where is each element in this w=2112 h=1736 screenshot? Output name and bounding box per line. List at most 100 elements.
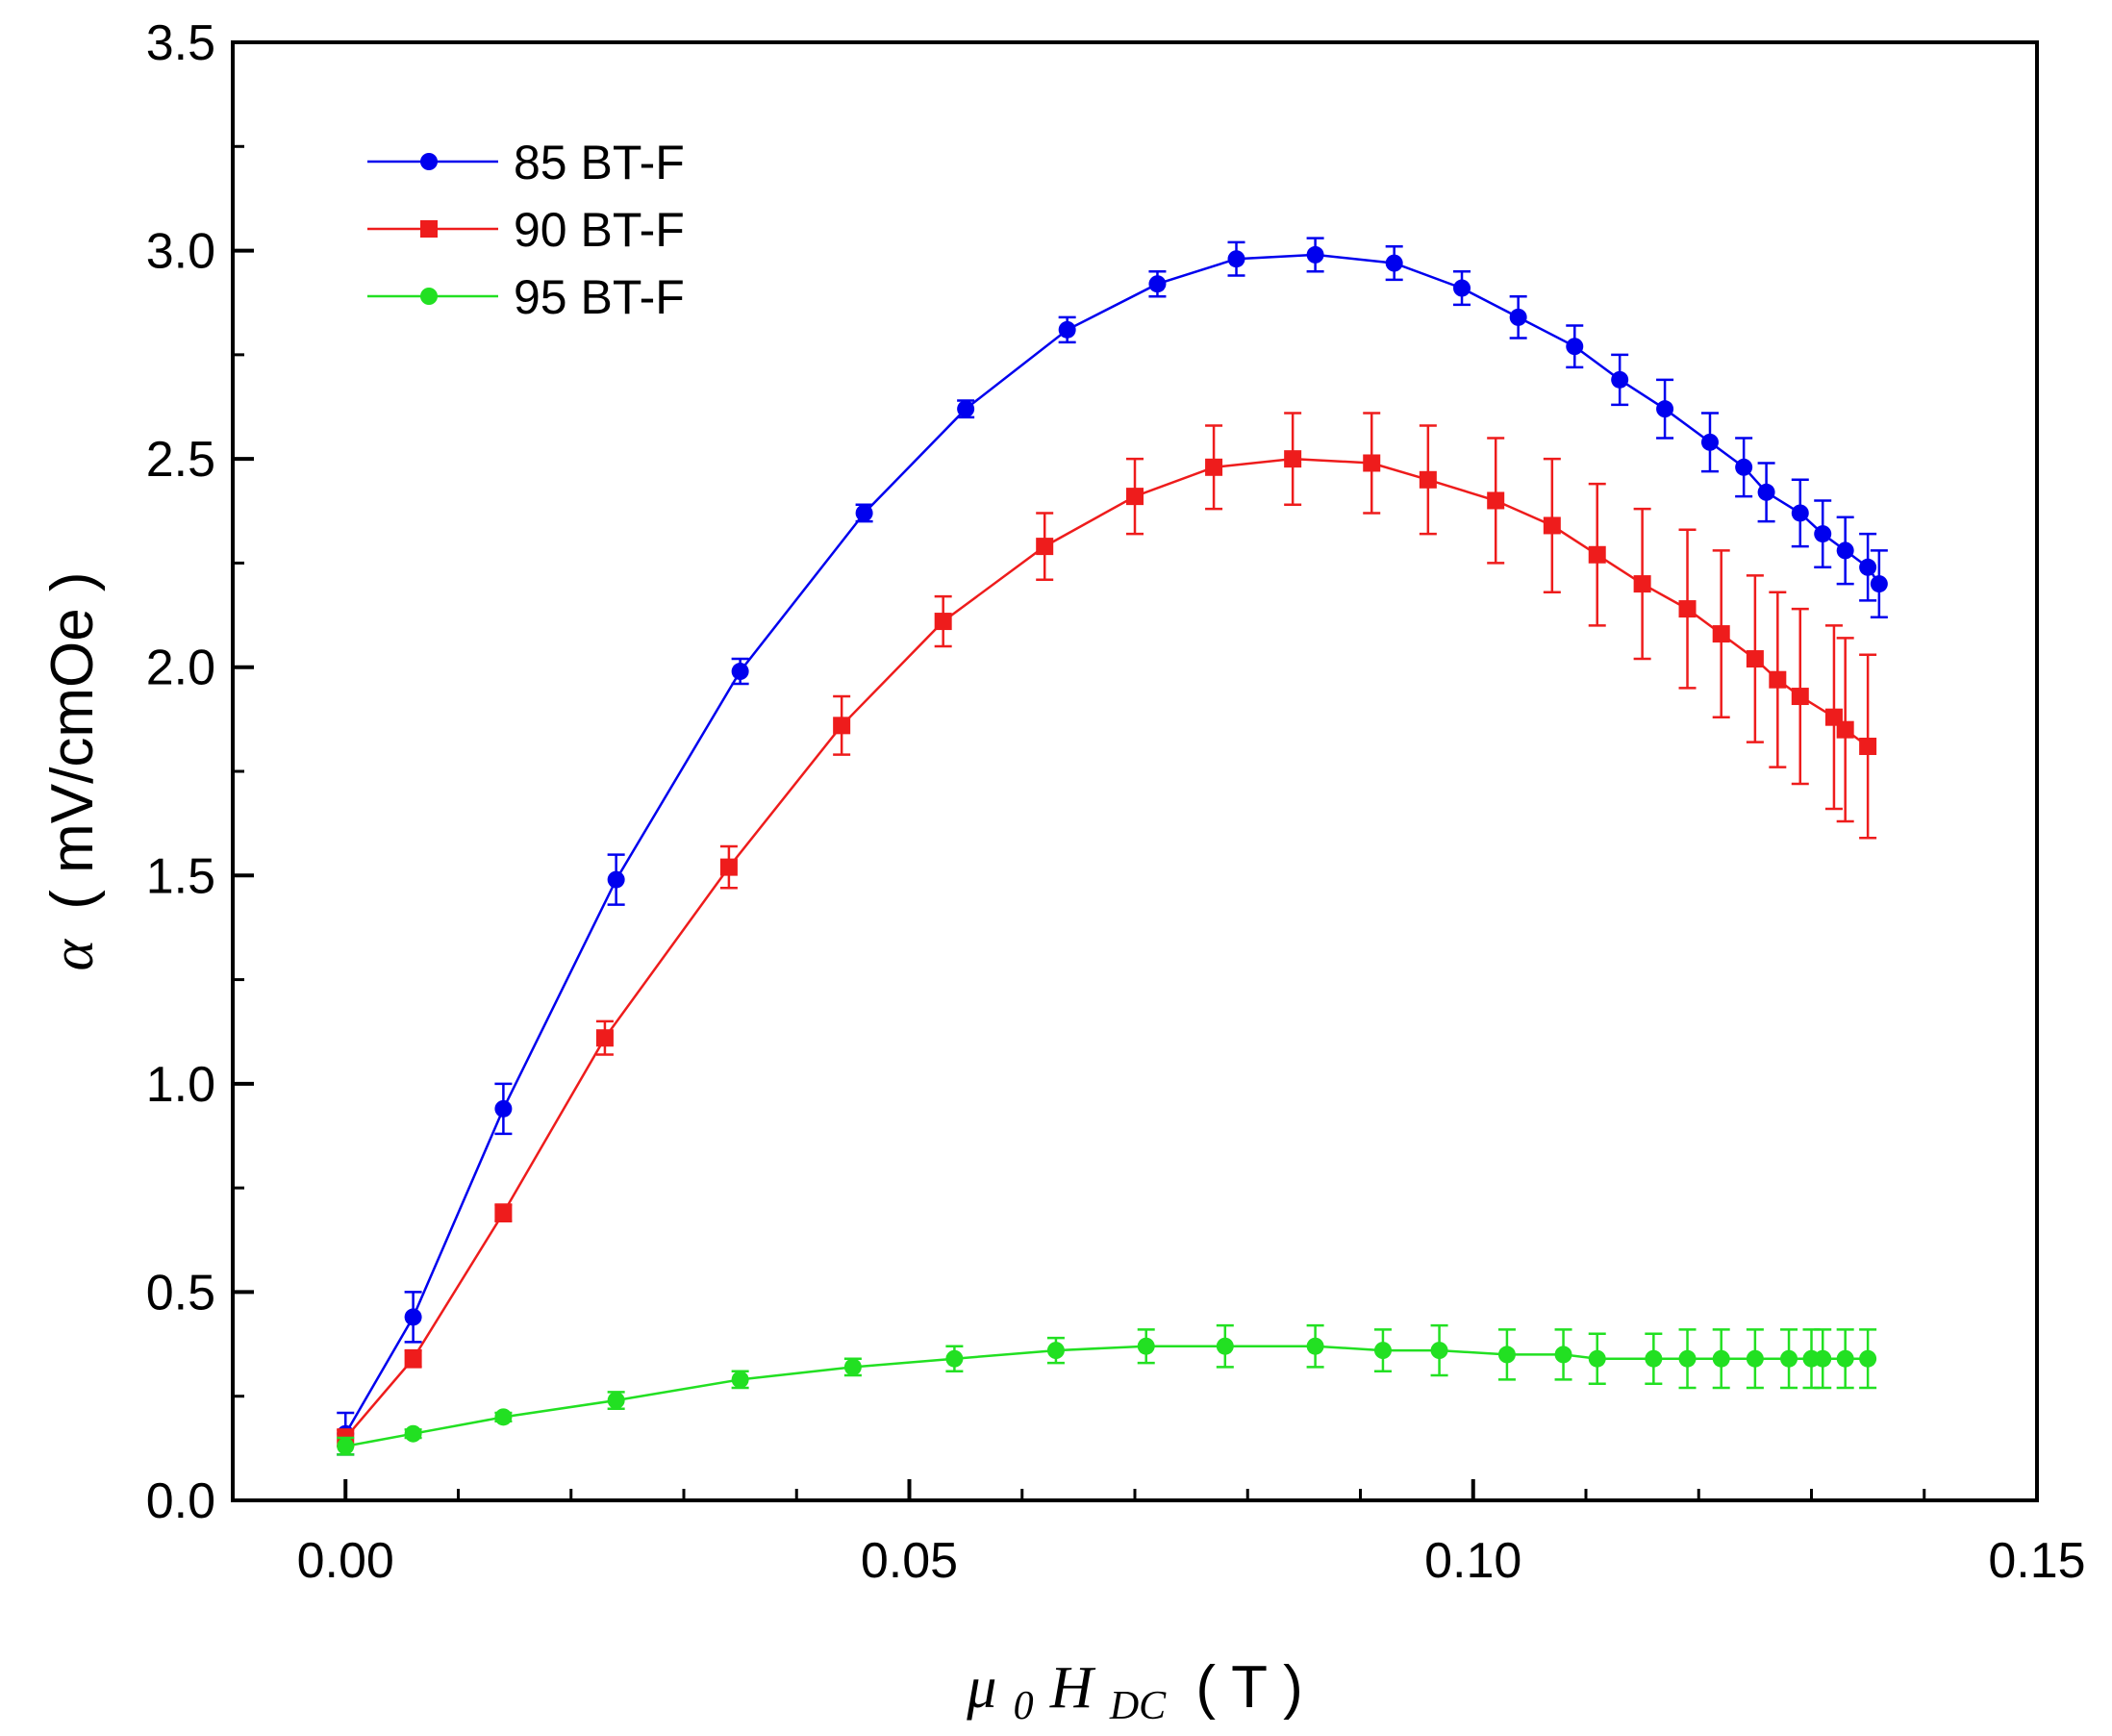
y-axis-title: α ( mV/cmOe ) — [39, 571, 106, 970]
data-point — [1870, 575, 1888, 593]
data-point — [1137, 1337, 1155, 1355]
legend-label: 95 BT-F — [514, 270, 685, 324]
y-axis-unit: ( mV/cmOe ) — [39, 571, 106, 909]
data-point — [1836, 1349, 1854, 1368]
data-point — [494, 1204, 513, 1222]
x-axis-unit: ( T ) — [1195, 1654, 1302, 1721]
data-point — [1430, 1342, 1448, 1360]
data-point — [1566, 338, 1584, 356]
data-point — [1633, 575, 1651, 593]
data-point — [1487, 491, 1505, 510]
data-point — [1385, 254, 1403, 272]
data-point — [1735, 458, 1753, 476]
data-point — [833, 717, 851, 735]
data-point — [1497, 1346, 1516, 1364]
y-tick-label: 1.5 — [146, 848, 215, 904]
data-point — [1712, 1349, 1730, 1368]
data-point — [1678, 1349, 1697, 1368]
data-point — [1126, 488, 1144, 506]
data-point — [934, 613, 952, 631]
data-point — [1836, 720, 1854, 739]
data-point — [1791, 688, 1809, 706]
data-point — [1700, 433, 1719, 451]
legend-marker — [420, 220, 438, 238]
data-point — [1306, 1337, 1324, 1355]
data-point — [1306, 245, 1324, 264]
data-point — [1227, 250, 1245, 268]
data-point — [1757, 483, 1775, 501]
data-point — [607, 870, 625, 889]
data-point — [1554, 1346, 1572, 1364]
data-point — [945, 1349, 964, 1368]
data-point — [404, 1308, 422, 1326]
legend-label: 85 BT-F — [514, 136, 685, 189]
x-axis-main-subscript: DC — [1109, 1684, 1167, 1728]
data-point — [731, 1371, 749, 1389]
legend-item: 90 BT-F — [367, 203, 685, 257]
data-point — [1780, 1349, 1798, 1368]
data-point — [1746, 650, 1764, 668]
data-point — [855, 504, 873, 522]
x-tick-label: 0.10 — [1424, 1533, 1521, 1589]
x-tick-label: 0.00 — [297, 1533, 394, 1589]
x-axis-main: H — [1049, 1655, 1096, 1721]
legend-item: 85 BT-F — [367, 136, 685, 189]
data-point — [957, 400, 975, 418]
x-tick-label: 0.15 — [1988, 1533, 2085, 1589]
data-point — [1058, 320, 1076, 339]
data-point — [1656, 400, 1674, 418]
data-point — [595, 1029, 614, 1047]
data-point — [1814, 525, 1832, 543]
data-point — [404, 1349, 422, 1368]
data-point — [1746, 1349, 1764, 1368]
legend-item: 95 BT-F — [367, 270, 685, 324]
data-point — [494, 1099, 513, 1118]
series-95-bt-f — [337, 1323, 1877, 1456]
data-point — [1373, 1342, 1392, 1360]
data-point — [1769, 670, 1787, 689]
legend: 85 BT-F 90 BT-F 95 BT-F — [367, 136, 685, 324]
y-tick-label: 3.5 — [146, 15, 215, 71]
legend-marker — [420, 153, 438, 170]
data-point — [607, 1392, 625, 1410]
chart-axes: 0.00 0.05 0.10 0.15 0.0 0.5 1.0 1.5 2.0 2.5 3.0 3.5 — [146, 15, 2086, 1589]
x-axis-symbol-subscript: 0 — [1014, 1684, 1034, 1728]
y-tick-label: 1.0 — [146, 1057, 215, 1113]
data-point — [719, 858, 738, 876]
data-point — [1712, 625, 1730, 643]
data-point — [1814, 1349, 1832, 1368]
data-point — [1148, 275, 1167, 293]
data-point — [1036, 538, 1054, 556]
data-point — [1419, 470, 1437, 489]
data-point — [731, 663, 749, 681]
data-point — [1859, 558, 1877, 576]
data-point — [1836, 541, 1854, 560]
data-point — [1588, 1349, 1606, 1368]
data-point — [1791, 504, 1809, 522]
x-tick-label: 0.05 — [861, 1533, 958, 1589]
data-point — [1205, 458, 1223, 476]
legend-label: 90 BT-F — [514, 203, 685, 257]
data-point — [1363, 454, 1381, 472]
x-axis-title: μ 0 H DC ( T ) — [966, 1654, 1303, 1732]
data-point — [1588, 545, 1606, 564]
data-point — [1543, 516, 1561, 535]
y-tick-label: 2.0 — [146, 641, 215, 696]
data-point — [1611, 370, 1629, 389]
data-point — [1509, 308, 1527, 326]
data-point — [1859, 1349, 1877, 1368]
data-point — [1645, 1349, 1663, 1368]
x-axis-symbol: μ — [966, 1655, 996, 1721]
data-point — [404, 1424, 422, 1443]
data-point — [1859, 738, 1877, 756]
y-tick-label: 0.0 — [146, 1473, 215, 1529]
data-point — [494, 1408, 513, 1426]
y-axis-symbol: α — [40, 939, 106, 971]
chart-marks — [337, 237, 1888, 1456]
data-point — [1284, 450, 1302, 468]
y-tick-label: 3.0 — [146, 224, 215, 280]
data-point — [1216, 1337, 1234, 1355]
data-point — [1046, 1342, 1065, 1360]
